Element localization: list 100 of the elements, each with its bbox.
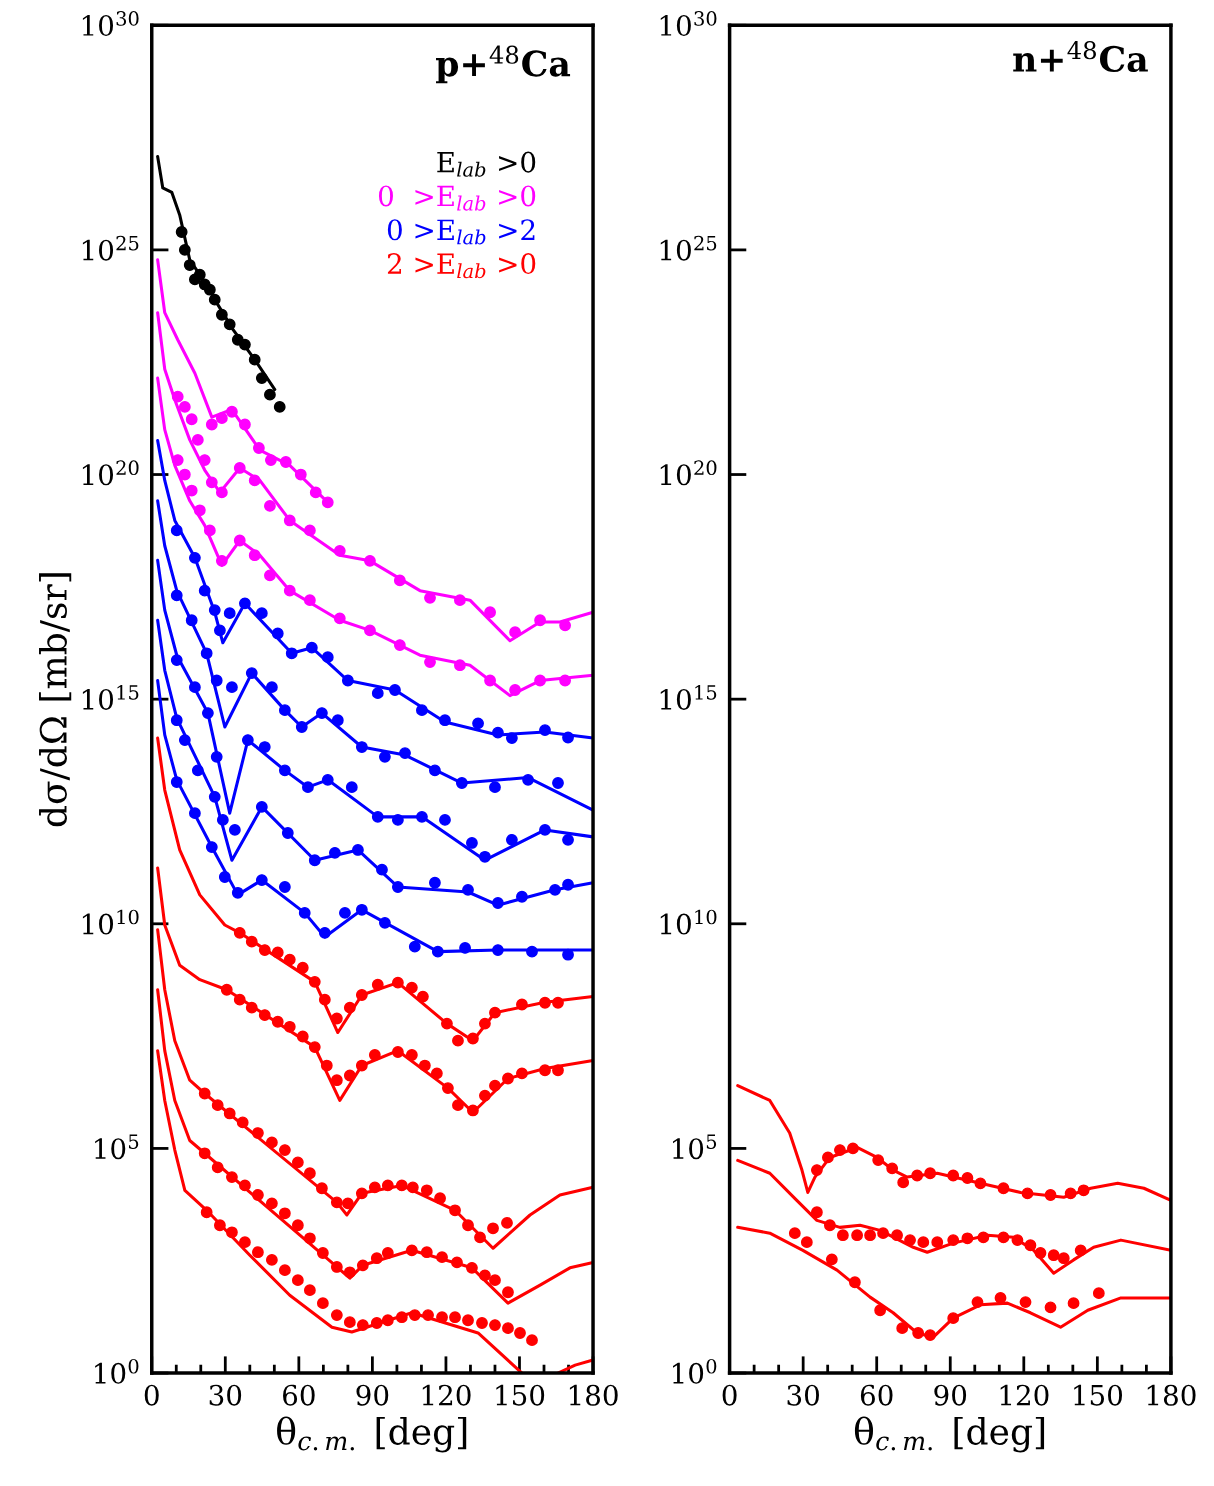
- point: [223, 1107, 236, 1120]
- point: [298, 906, 311, 919]
- point: [492, 726, 504, 739]
- point: [333, 544, 346, 557]
- point: [472, 717, 484, 730]
- point: [479, 1269, 491, 1282]
- point: [239, 418, 251, 431]
- point: [198, 584, 211, 597]
- y-tick-label: 10$^{10}$: [660, 909, 717, 935]
- point: [462, 883, 474, 896]
- point: [393, 639, 406, 651]
- point: [318, 993, 331, 1006]
- point: [391, 976, 404, 989]
- point: [233, 534, 246, 547]
- y-tick-label: 10$^{10}$: [82, 909, 139, 935]
- point: [971, 1296, 984, 1308]
- point: [264, 569, 276, 582]
- point: [283, 584, 296, 597]
- point: [454, 659, 466, 672]
- point: [917, 1236, 930, 1249]
- point: [305, 641, 318, 654]
- point: [368, 1049, 381, 1061]
- point: [449, 1204, 461, 1217]
- text: p+$^{48}$Ca: [436, 45, 571, 84]
- point: [810, 1206, 823, 1219]
- point: [265, 681, 278, 694]
- point: [198, 454, 211, 466]
- point: [210, 750, 223, 763]
- point: [245, 667, 258, 680]
- point: [911, 1169, 924, 1182]
- point: [406, 1181, 419, 1194]
- point: [245, 935, 258, 948]
- point: [170, 714, 183, 727]
- point: [303, 1167, 316, 1180]
- point: [810, 1164, 823, 1176]
- point: [539, 824, 551, 836]
- point: [474, 1231, 486, 1244]
- point: [924, 1329, 937, 1341]
- point: [178, 401, 191, 413]
- point: [226, 1226, 238, 1239]
- point: [291, 1274, 304, 1287]
- point: [343, 1069, 356, 1082]
- point: [328, 846, 341, 859]
- point: [1011, 1234, 1024, 1247]
- point: [395, 1179, 408, 1192]
- point: [393, 574, 406, 587]
- point: [208, 604, 221, 617]
- point: [278, 1264, 291, 1277]
- point: [315, 1182, 328, 1195]
- point: [1067, 1297, 1080, 1310]
- point: [220, 983, 233, 996]
- point: [231, 886, 244, 899]
- point: [356, 1259, 369, 1272]
- point: [352, 844, 364, 856]
- point: [295, 721, 308, 733]
- point: [316, 1247, 329, 1259]
- y-axis-title: dσ/dΩ [mb/sr]: [39, 573, 72, 827]
- point: [462, 1219, 474, 1232]
- chart-title: n+$^{48}$Ca: [1013, 40, 1148, 73]
- point: [436, 1311, 448, 1324]
- point: [185, 484, 198, 497]
- point: [191, 433, 204, 446]
- point: [339, 906, 351, 919]
- x-tick-label: 120: [1000, 1384, 1049, 1406]
- point: [355, 1059, 368, 1072]
- point: [303, 1284, 316, 1297]
- point: [226, 1171, 238, 1184]
- point: [345, 781, 358, 794]
- text: 0 >E$_{lab}$ >0: [378, 185, 536, 211]
- point: [534, 614, 546, 627]
- line-series: [736, 1084, 1171, 1202]
- point: [864, 1229, 876, 1242]
- point: [562, 948, 574, 961]
- point: [395, 1311, 408, 1324]
- point: [431, 945, 444, 958]
- point: [296, 1030, 309, 1043]
- point: [291, 1219, 304, 1232]
- point: [185, 413, 198, 426]
- point: [215, 554, 228, 567]
- point: [420, 1184, 433, 1197]
- point: [514, 1327, 526, 1339]
- point: [1034, 1247, 1047, 1259]
- point: [466, 1261, 478, 1274]
- point: [997, 1182, 1010, 1195]
- point: [451, 1256, 463, 1269]
- point: [961, 1172, 974, 1184]
- point: [452, 1099, 464, 1112]
- y-tick-label: 10$^{20}$: [82, 460, 139, 486]
- point: [248, 549, 261, 562]
- y-tick-label: 10$^{0}$: [95, 1358, 139, 1384]
- point: [947, 1169, 960, 1182]
- point: [171, 454, 184, 466]
- point: [391, 1046, 404, 1058]
- point: [466, 837, 478, 849]
- point: [847, 1142, 859, 1155]
- point: [223, 607, 236, 620]
- point: [265, 1136, 278, 1149]
- x-tick-label: 90: [356, 1384, 389, 1406]
- point: [516, 890, 528, 903]
- point: [364, 554, 376, 567]
